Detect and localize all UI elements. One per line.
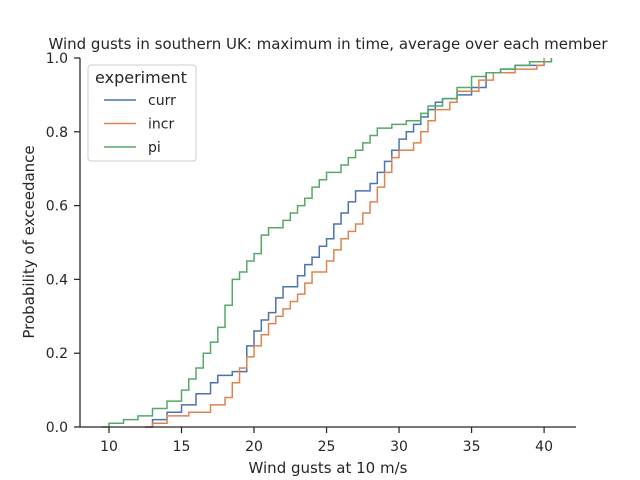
legend-items: curr incr pi <box>104 93 176 156</box>
legend-title: experiment <box>95 68 187 87</box>
legend: experiment curr incr pi <box>87 64 197 162</box>
series-line-incr <box>145 58 545 428</box>
y-tick-label: 0.4 <box>46 272 68 288</box>
y-axis-title: Probability of exceedance <box>20 145 38 338</box>
x-tick-label: 35 <box>463 439 481 455</box>
legend-box <box>87 64 197 162</box>
x-tick-label: 40 <box>535 439 553 455</box>
legend-label-curr: curr <box>148 93 176 109</box>
x-tick-label: 10 <box>100 439 118 455</box>
y-tick-label: 0.6 <box>46 199 68 215</box>
legend-label-incr: incr <box>148 117 174 133</box>
x-ticks: 10 15 20 25 30 35 40 <box>100 427 553 455</box>
y-tick-label: 0.0 <box>46 420 68 436</box>
series-line-pi <box>101 58 553 428</box>
x-tick-label: 25 <box>318 439 336 455</box>
y-tick-label: 1.0 <box>46 51 68 67</box>
y-tick-label: 0.2 <box>46 346 68 362</box>
x-tick-label: 30 <box>390 439 408 455</box>
y-tick-label: 0.8 <box>46 125 68 141</box>
series-line-curr <box>145 58 553 428</box>
chart-title: Wind gusts in southern UK: maximum in ti… <box>48 35 608 53</box>
x-tick-label: 20 <box>245 439 263 455</box>
y-ticks: 0.0 0.2 0.4 0.6 0.8 1.0 <box>46 51 80 436</box>
x-axis-title: Wind gusts at 10 m/s <box>249 459 408 477</box>
legend-label-pi: pi <box>148 140 161 156</box>
x-tick-label: 15 <box>173 439 191 455</box>
series-layer <box>101 58 553 428</box>
